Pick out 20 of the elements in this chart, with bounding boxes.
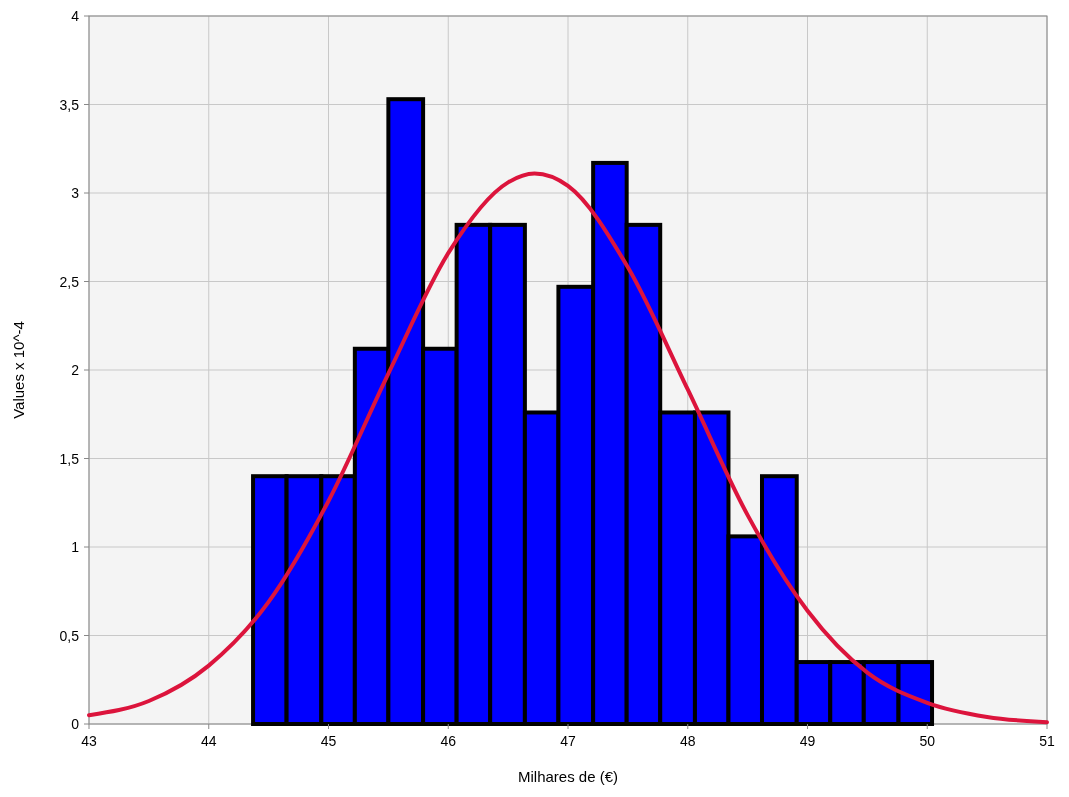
x-tick-label: 47 bbox=[560, 733, 576, 749]
x-tick-label: 43 bbox=[81, 733, 97, 749]
y-tick-label: 3 bbox=[71, 185, 80, 201]
y-tick-label: 2,5 bbox=[59, 273, 80, 290]
x-axis-title: Milhares de (€) bbox=[517, 768, 619, 785]
y-tick-label: 4 bbox=[71, 8, 80, 24]
x-tick-label: 50 bbox=[919, 733, 936, 749]
x-tick-label: 44 bbox=[200, 733, 217, 749]
x-tick-label: 49 bbox=[799, 733, 816, 749]
x-tick-label: 48 bbox=[679, 733, 696, 749]
y-tick-label: 1 bbox=[71, 539, 80, 555]
x-tick-label: 51 bbox=[1039, 733, 1055, 749]
x-tick-label: 46 bbox=[440, 733, 457, 749]
y-axis-title: Values x 10^-4 bbox=[10, 321, 27, 419]
y-tick-label: 0 bbox=[71, 716, 80, 732]
x-tick-label: 45 bbox=[320, 733, 337, 749]
y-tick-label: 3,5 bbox=[59, 96, 80, 113]
y-tick-label: 2 bbox=[71, 362, 80, 378]
y-tick-label: 1,5 bbox=[59, 450, 80, 467]
y-tick-label: 0,5 bbox=[59, 627, 80, 644]
